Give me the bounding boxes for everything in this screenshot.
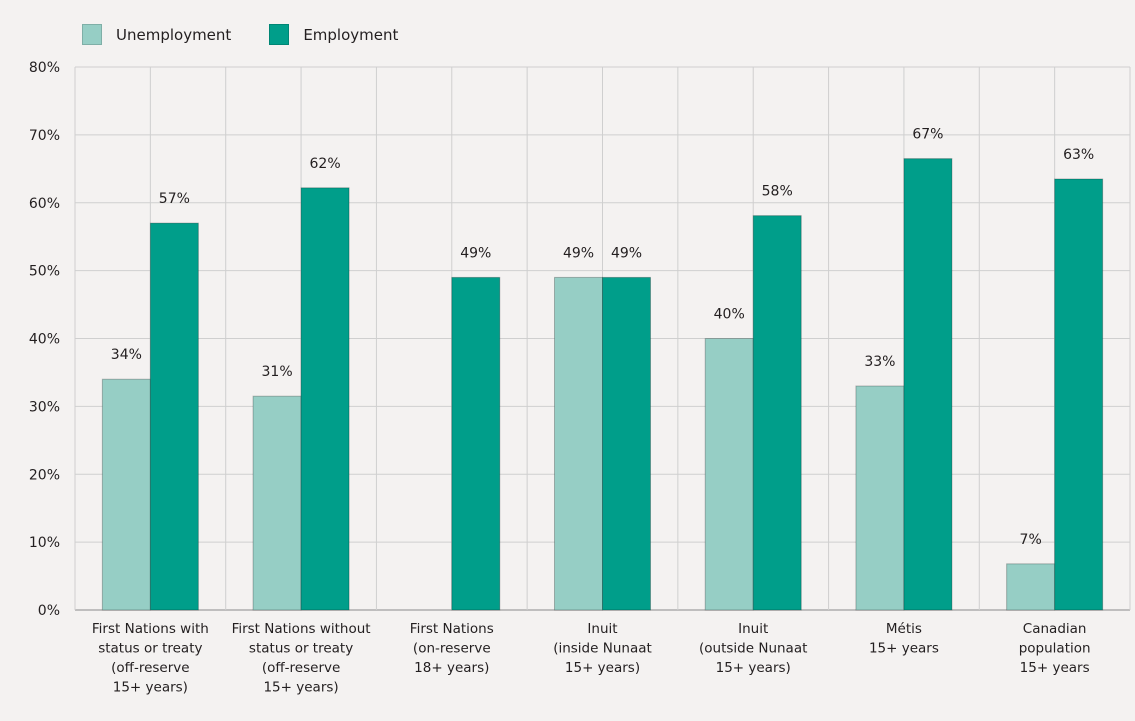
bar-unemployment	[101, 378, 151, 611]
legend-swatch-employment	[269, 24, 290, 45]
bar-employment	[602, 276, 651, 611]
x-tick-label: Inuit (inside Nunaat 15+ years)	[553, 621, 652, 676]
data-label: 58%	[762, 184, 793, 200]
bar-unemployment	[855, 385, 905, 611]
y-tick-label: 30%	[29, 399, 60, 415]
legend-item-unemployment: Unemployment	[82, 24, 231, 45]
data-label: 49%	[611, 245, 642, 261]
legend: Unemployment Employment	[82, 24, 398, 45]
bar-unemployment	[554, 276, 603, 611]
x-tick-label: First Nations (on-reserve 18+ years)	[410, 621, 494, 676]
x-tick-label: First Nations with status or treaty (off-r…	[92, 621, 209, 696]
y-tick-label: 10%	[29, 535, 60, 551]
bar-unemployment	[704, 338, 754, 611]
y-tick-label: 80%	[29, 60, 60, 76]
y-tick-label: 70%	[29, 128, 60, 144]
x-tick-label: Métis 15+ years	[869, 621, 939, 657]
bar-unemployment	[252, 395, 302, 611]
y-tick-label: 60%	[29, 196, 60, 212]
data-label: 40%	[714, 307, 745, 323]
data-label: 49%	[563, 245, 594, 261]
bar-employment	[1054, 178, 1104, 611]
bar-employment	[451, 276, 501, 611]
data-label: 34%	[111, 347, 142, 363]
data-label: 33%	[864, 354, 895, 370]
data-label: 31%	[262, 364, 293, 380]
data-label: 7%	[1020, 532, 1042, 548]
y-tick-label: 40%	[29, 332, 60, 348]
data-label: 67%	[912, 127, 943, 143]
legend-label-employment: Employment	[303, 25, 399, 44]
data-label: 63%	[1063, 147, 1094, 163]
bar-employment	[903, 158, 953, 611]
bar-employment	[149, 222, 199, 611]
legend-swatch-unemployment	[82, 24, 102, 45]
bar-unemployment	[1006, 563, 1056, 611]
bar-employment	[752, 215, 802, 611]
y-tick-label: 50%	[29, 264, 60, 280]
x-tick-label: Inuit (outside Nunaat 15+ years)	[699, 621, 807, 676]
bar-employment	[300, 187, 350, 611]
x-tick-label: First Nations without status or treaty (of…	[232, 621, 371, 696]
legend-label-unemployment: Unemployment	[116, 25, 232, 44]
data-label: 49%	[460, 245, 491, 261]
y-tick-label: 0%	[38, 603, 60, 619]
data-label: 57%	[159, 191, 190, 207]
data-label: 62%	[310, 156, 341, 172]
y-tick-label: 20%	[29, 467, 60, 483]
x-tick-label: Canadian population 15+ years	[1019, 621, 1091, 676]
legend-item-employment: Employment	[269, 24, 398, 45]
